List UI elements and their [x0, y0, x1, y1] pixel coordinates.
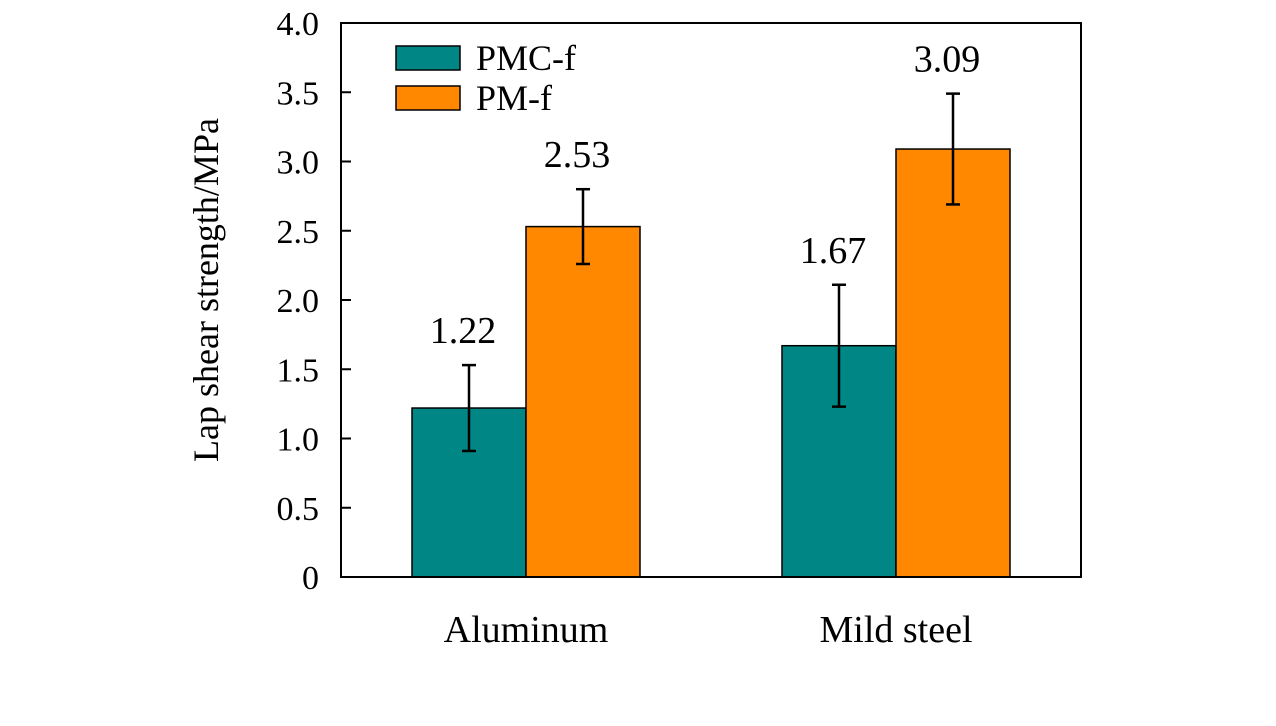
bars-layer: [411, 148, 1011, 578]
data-label: 1.22: [430, 310, 497, 352]
y-tick-label: 0: [302, 560, 319, 597]
legend-label: PM-f: [476, 78, 552, 118]
axes-layer: 0 0.5 1.0 1.5 2.0 2.5 3.0 3.5 4.0 Lap shear stren…: [186, 6, 351, 597]
y-tick-label: 2.5: [277, 214, 320, 251]
y-tick-label: 2.0: [277, 283, 320, 320]
legend-label: PMC-f: [476, 38, 576, 78]
x-tick-label: Aluminum: [444, 609, 609, 651]
labels-layer: Aluminum 1.22 2.53 Mild steel 1.67 3.09: [430, 39, 981, 651]
plot-frame: [340, 22, 1082, 578]
y-tick-label: 1.0: [277, 422, 320, 459]
y-tick-label: 3.5: [277, 75, 320, 112]
y-axis-title: Lap shear strength/MPa: [186, 118, 226, 462]
legend-swatch: [395, 45, 461, 71]
y-tick-label: 4.0: [277, 6, 320, 43]
data-label: 3.09: [914, 39, 981, 81]
legend-swatch: [395, 85, 461, 111]
y-tick-label: 3.0: [277, 145, 320, 182]
legend: PMC-fPM-f: [395, 38, 576, 118]
error-bars-layer: [462, 92, 960, 453]
bar-pm-f-aluminum: [525, 225, 641, 578]
y-tick-label: 0.5: [277, 491, 320, 528]
data-label: 1.67: [800, 230, 867, 272]
bar-pm-f-mild-steel: [895, 148, 1011, 578]
data-label: 2.53: [544, 134, 611, 176]
y-tick-label: 1.5: [277, 352, 320, 389]
x-tick-label: Mild steel: [819, 609, 972, 651]
